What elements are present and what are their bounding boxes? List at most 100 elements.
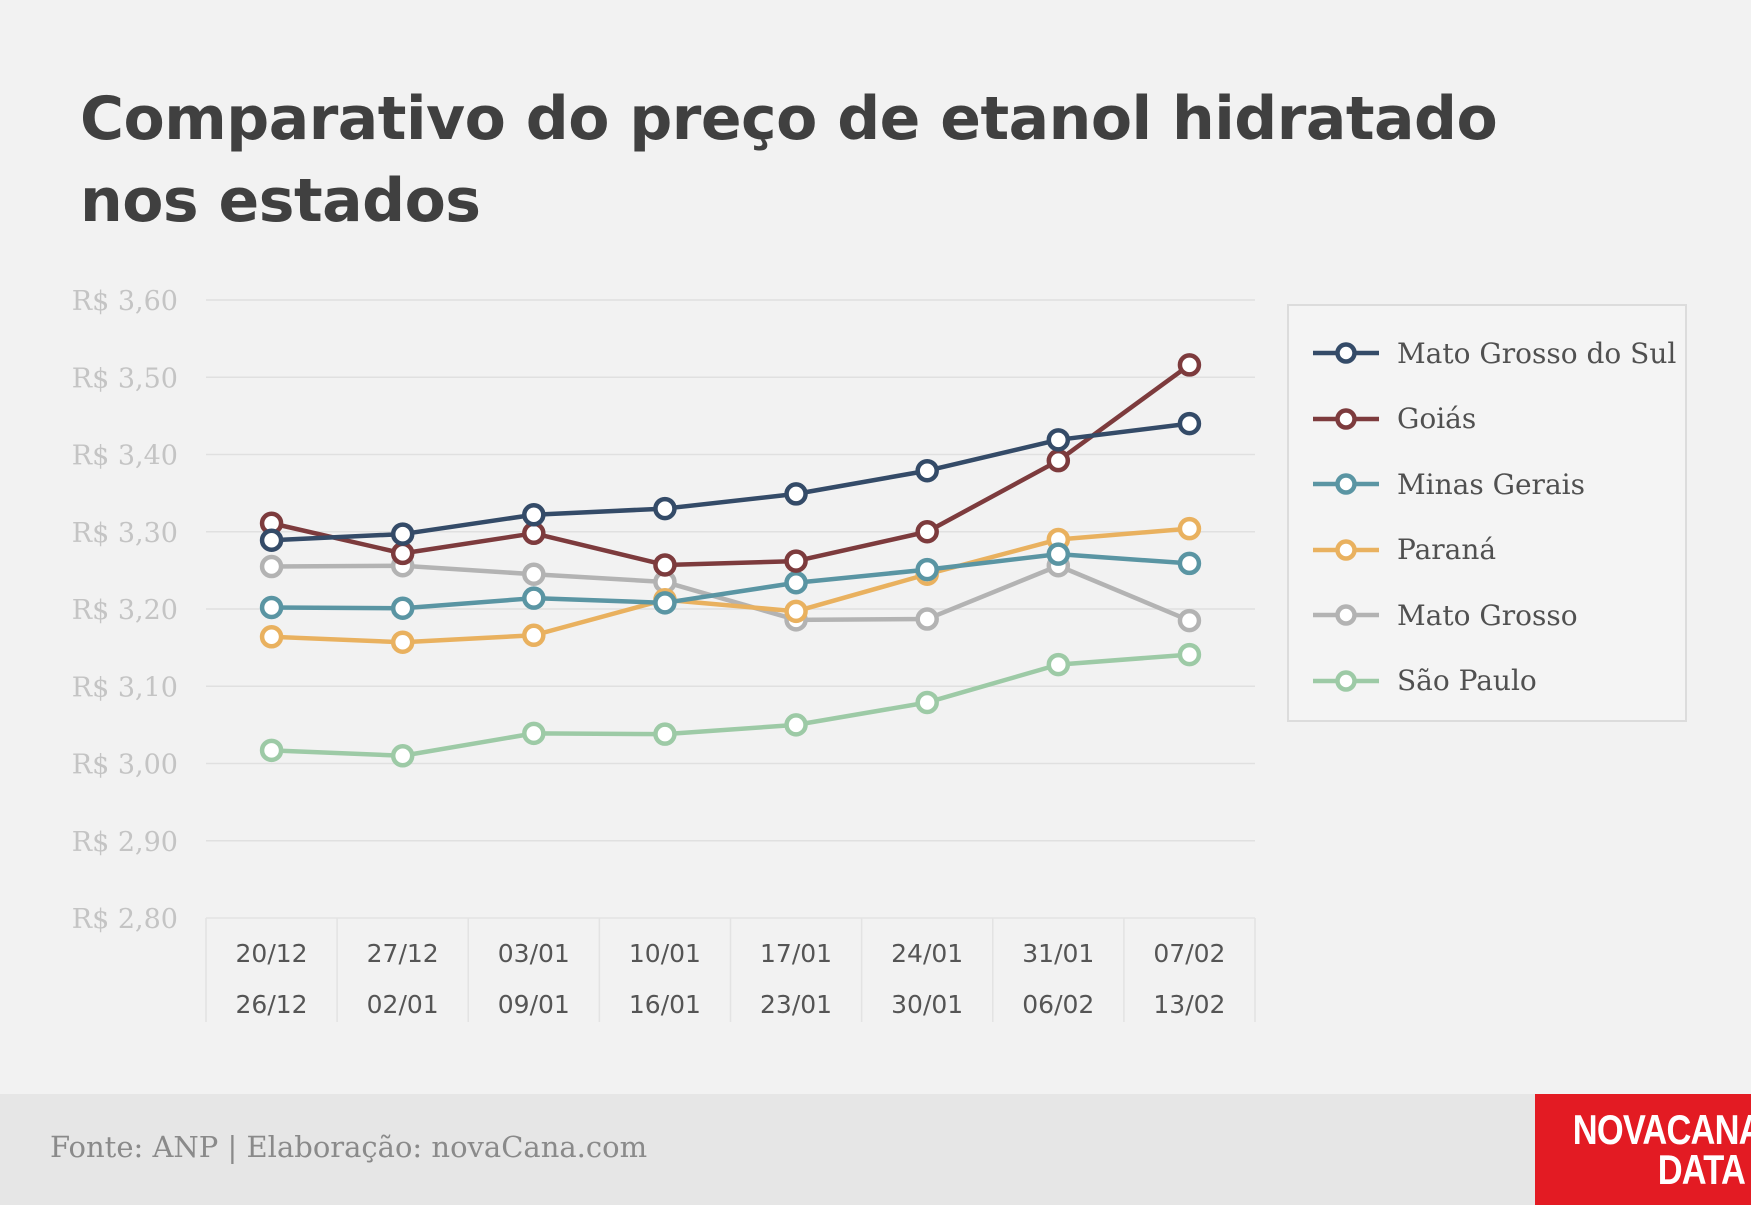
data-point <box>784 570 808 595</box>
data-point <box>390 522 415 546</box>
y-tick-label: R$ 3,10 <box>72 672 178 703</box>
data-point <box>390 541 415 566</box>
legend-item: São Paulo <box>1311 661 1537 701</box>
legend-item: Minas Gerais <box>1311 464 1585 504</box>
logo-line-1: NOVACANA <box>1572 1106 1751 1153</box>
y-tick-label: R$ 2,80 <box>72 904 178 935</box>
x-tick-label-start: 31/01 <box>1022 939 1094 968</box>
legend-label: São Paulo <box>1397 664 1537 697</box>
y-tick-label: R$ 3,20 <box>72 595 178 626</box>
series-line <box>271 652 1190 759</box>
data-point <box>259 738 284 763</box>
source-note: Fonte: ANP | Elaboração: novaCana.com <box>50 1130 648 1164</box>
series-group <box>259 353 1202 768</box>
x-tick-label-end: 02/01 <box>367 990 439 1019</box>
data-point <box>259 554 284 579</box>
legend-label: Goiás <box>1397 402 1477 435</box>
data-point <box>522 521 546 546</box>
legend-item: Mato Grosso do Sul <box>1311 333 1676 373</box>
series-line <box>271 551 1190 611</box>
data-point <box>915 557 939 582</box>
data-point <box>1177 411 1202 436</box>
data-point <box>653 722 677 746</box>
x-tick-label-end: 13/02 <box>1153 990 1225 1019</box>
data-point <box>653 591 677 615</box>
data-point <box>1046 428 1071 452</box>
x-tick-label-start: 10/01 <box>629 939 701 968</box>
x-tick-label-end: 06/02 <box>1022 990 1094 1019</box>
data-point <box>390 596 415 620</box>
data-point <box>784 482 808 506</box>
x-tick-label-end: 16/01 <box>629 990 701 1019</box>
data-point <box>1177 551 1202 576</box>
x-tick-label-end: 09/01 <box>498 990 570 1019</box>
data-point <box>522 721 546 746</box>
x-tick-label-start: 03/01 <box>498 939 570 968</box>
data-point <box>1046 448 1071 473</box>
data-point <box>259 595 284 620</box>
legend-swatch <box>1313 604 1379 626</box>
legend-label: Minas Gerais <box>1397 467 1585 501</box>
data-point <box>390 744 415 768</box>
series-line <box>271 421 1190 543</box>
data-point <box>915 607 939 631</box>
legend-item: Goiás <box>1311 399 1476 439</box>
x-tick-label-start: 20/12 <box>236 939 308 968</box>
gridlines <box>206 299 1255 842</box>
data-point <box>1046 652 1071 677</box>
legend-item: Paraná <box>1311 530 1496 570</box>
data-point <box>1177 516 1202 541</box>
data-point <box>1046 542 1071 566</box>
data-point <box>522 623 546 648</box>
y-tick-label: R$ 3,30 <box>72 518 178 549</box>
data-point <box>915 458 939 483</box>
data-point <box>653 553 677 577</box>
x-tick-label-end: 30/01 <box>891 990 963 1019</box>
y-tick-label: R$ 3,00 <box>72 750 178 781</box>
legend-label: Mato Grosso <box>1397 598 1578 632</box>
y-tick-label: R$ 3,50 <box>72 363 178 394</box>
data-point <box>653 496 677 521</box>
series-line <box>271 526 1190 645</box>
data-point <box>1177 608 1202 633</box>
data-point <box>915 690 939 715</box>
x-tick-label-start: 27/12 <box>367 939 439 968</box>
series-mato-grosso-do-sul <box>259 411 1202 552</box>
series-line <box>271 563 1191 623</box>
data-point <box>259 528 284 552</box>
x-tick-label-start: 17/01 <box>760 939 832 968</box>
data-point <box>390 630 415 654</box>
logo-line-2: DATA <box>1657 1146 1746 1193</box>
series-são-paulo <box>259 642 1202 768</box>
x-tick-label-end: 26/12 <box>236 990 308 1019</box>
data-point <box>522 503 546 527</box>
legend-swatch <box>1313 407 1379 430</box>
y-tick-label: R$ 3,60 <box>72 286 178 317</box>
data-point <box>522 586 546 610</box>
chart-title: Comparativo do preço de etanol hidratado… <box>80 84 1498 236</box>
legend-item: Mato Grosso <box>1311 595 1578 635</box>
legend-swatch <box>1313 473 1379 495</box>
legend: Mato Grosso do Sul Goiás Minas Gerais Paran… <box>1287 304 1687 722</box>
x-tick-label-end: 23/01 <box>760 990 832 1019</box>
legend-swatch <box>1313 538 1379 561</box>
y-tick-label: R$ 3,40 <box>72 441 178 472</box>
data-point <box>784 713 808 737</box>
novacana-data-logo: NOVACANA DATA <box>1535 1094 1751 1205</box>
y-axis: R$ 3,60 R$ 3,50 R$ 3,40 R$ 3,30 R$ 3,20 R$ 3,… <box>72 286 178 935</box>
legend-swatch <box>1313 669 1379 692</box>
line-chart: R$ 3,60 R$ 3,50 R$ 3,40 R$ 3,30 R$ 3,20 R$ 3,… <box>72 286 1256 1022</box>
data-point <box>1177 642 1202 667</box>
legend-swatch <box>1313 342 1379 364</box>
y-tick-label: R$ 2,90 <box>72 827 178 858</box>
data-point <box>915 520 939 544</box>
legend-label: Paraná <box>1397 533 1497 566</box>
data-point <box>1177 353 1202 377</box>
x-axis: 20/12 26/12 27/12 02/01 03/01 09/01 10/01 16/01… <box>205 917 1256 1022</box>
data-point <box>784 599 808 624</box>
x-tick-label-start: 24/01 <box>891 939 963 968</box>
footer: Fonte: ANP | Elaboração: novaCana.com <box>0 1094 1751 1205</box>
legend-label: Mato Grosso do Sul <box>1397 336 1677 370</box>
data-point <box>259 625 284 649</box>
data-point <box>784 549 808 573</box>
